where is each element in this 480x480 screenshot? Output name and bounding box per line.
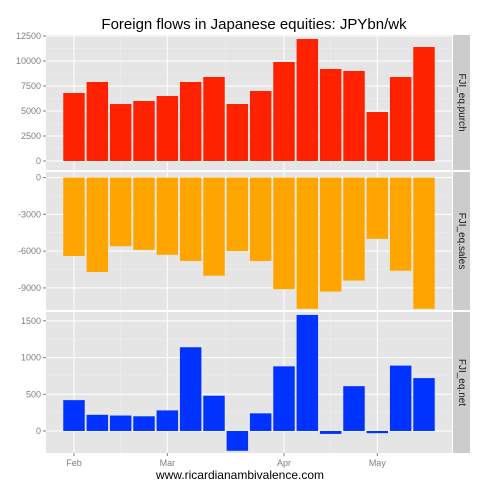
facet-strip-label: FJI_eq.net	[456, 359, 467, 406]
y-tick-label: 5000	[21, 106, 41, 116]
bar-FJI_eq.sales-week-9	[249, 177, 272, 261]
bar-FJI_eq.net-week-16	[413, 378, 435, 431]
y-tick-label: 7500	[21, 81, 41, 91]
bar-FJI_eq.net-week-2	[86, 414, 109, 431]
bar-FJI_eq.sales-week-7	[203, 177, 225, 276]
bar-FJI_eq.purch-week-14	[366, 112, 389, 161]
bar-FJI_eq.sales-week-1	[63, 177, 85, 257]
x-axis: Feb Mar Apr May	[66, 453, 386, 468]
y-tick-label: -3000	[18, 209, 41, 219]
bar-FJI_eq.net-week-9	[249, 413, 272, 431]
facet-strip-label: FJI_eq.purch	[456, 73, 467, 131]
bar-FJI_eq.purch-week-11	[296, 39, 319, 161]
chart-caption: www.ricardianambivalence.com	[155, 468, 324, 480]
bar-FJI_eq.sales-week-11	[296, 177, 319, 309]
bar-FJI_eq.purch-week-6	[179, 82, 202, 161]
bar-FJI_eq.purch-week-8	[226, 104, 249, 161]
bar-FJI_eq.sales-week-5	[156, 177, 179, 255]
bar-FJI_eq.net-week-14	[366, 430, 389, 434]
y-tick-label: 12500	[16, 31, 41, 41]
bar-FJI_eq.purch-week-4	[133, 101, 155, 161]
x-tick-label: Mar	[160, 458, 176, 468]
y-tick-label: -9000	[18, 283, 41, 293]
y-tick-label: 0	[36, 156, 41, 166]
bar-FJI_eq.purch-week-3	[109, 104, 132, 161]
bar-FJI_eq.purch-week-15	[389, 77, 412, 161]
bar-FJI_eq.sales-week-10	[273, 177, 295, 290]
bar-FJI_eq.purch-week-13	[343, 71, 365, 161]
bar-FJI_eq.purch-week-7	[203, 77, 225, 161]
bar-FJI_eq.sales-week-2	[86, 177, 109, 272]
bar-FJI_eq.purch-week-1	[63, 93, 85, 161]
bar-FJI_eq.net-week-3	[109, 415, 132, 431]
bar-FJI_eq.net-week-10	[273, 366, 295, 431]
x-tick-label: May	[369, 458, 387, 468]
bar-FJI_eq.purch-week-10	[273, 62, 295, 161]
bar-FJI_eq.purch-week-9	[249, 91, 272, 161]
facet-FJI_eq.net: 0 500 1000 1500 FJI_eq.net	[21, 312, 470, 453]
bar-FJI_eq.net-week-13	[343, 386, 365, 431]
x-tick-label: Apr	[277, 458, 291, 468]
bar-FJI_eq.purch-week-12	[319, 69, 342, 161]
bar-FJI_eq.purch-week-5	[156, 96, 179, 161]
facet-panels: 02500500075001000012500FJI_eq.purch0-300…	[16, 31, 470, 453]
facet-strip	[453, 35, 470, 170]
y-tick-label: 500	[26, 389, 41, 399]
bar-FJI_eq.sales-week-15	[389, 177, 412, 271]
facet-strip	[453, 312, 470, 453]
y-tick-label: 2500	[21, 131, 41, 141]
facet-strip	[453, 172, 470, 310]
y-tick-label: 0	[36, 426, 41, 436]
bar-FJI_eq.sales-week-12	[319, 177, 342, 292]
bar-FJI_eq.net-week-11	[296, 314, 319, 431]
y-tick-label: 1000	[21, 353, 41, 363]
chart-title: Foreign flows in Japanese equities: JPYb…	[101, 16, 407, 33]
y-tick-label: 1500	[21, 316, 41, 326]
x-tick-label: Feb	[66, 458, 82, 468]
bar-FJI_eq.net-week-5	[156, 410, 179, 431]
bar-FJI_eq.net-week-6	[179, 347, 202, 431]
bar-FJI_eq.sales-week-6	[179, 177, 202, 261]
bar-FJI_eq.purch-week-16	[413, 47, 435, 161]
bar-FJI_eq.sales-week-13	[343, 177, 365, 281]
bar-FJI_eq.sales-week-8	[226, 177, 249, 252]
y-tick-label: 0	[36, 173, 41, 183]
facet-FJI_eq.purch: 0 2500 5000 7500 10000 12500 FJI_eq.purch	[16, 31, 470, 170]
bar-FJI_eq.purch-week-2	[86, 82, 109, 161]
bar-FJI_eq.sales-week-3	[109, 177, 132, 247]
bar-FJI_eq.net-week-8	[226, 430, 249, 451]
bar-FJI_eq.net-week-7	[203, 395, 225, 431]
facet-strip-label: FJI_eq.sales	[456, 213, 467, 270]
y-tick-label: -6000	[18, 246, 41, 256]
facet-FJI_eq.sales: 0 -3000 -6000 -9000 FJI_eq.sales	[18, 172, 470, 310]
bar-FJI_eq.sales-week-16	[413, 177, 435, 309]
bar-FJI_eq.net-week-15	[389, 365, 412, 431]
bar-FJI_eq.net-week-1	[63, 400, 85, 431]
bar-FJI_eq.net-week-12	[319, 430, 342, 434]
bar-FJI_eq.sales-week-14	[366, 177, 389, 239]
bar-FJI_eq.net-week-4	[133, 416, 155, 431]
bar-FJI_eq.sales-week-4	[133, 177, 155, 250]
y-tick-label: 10000	[16, 56, 41, 66]
